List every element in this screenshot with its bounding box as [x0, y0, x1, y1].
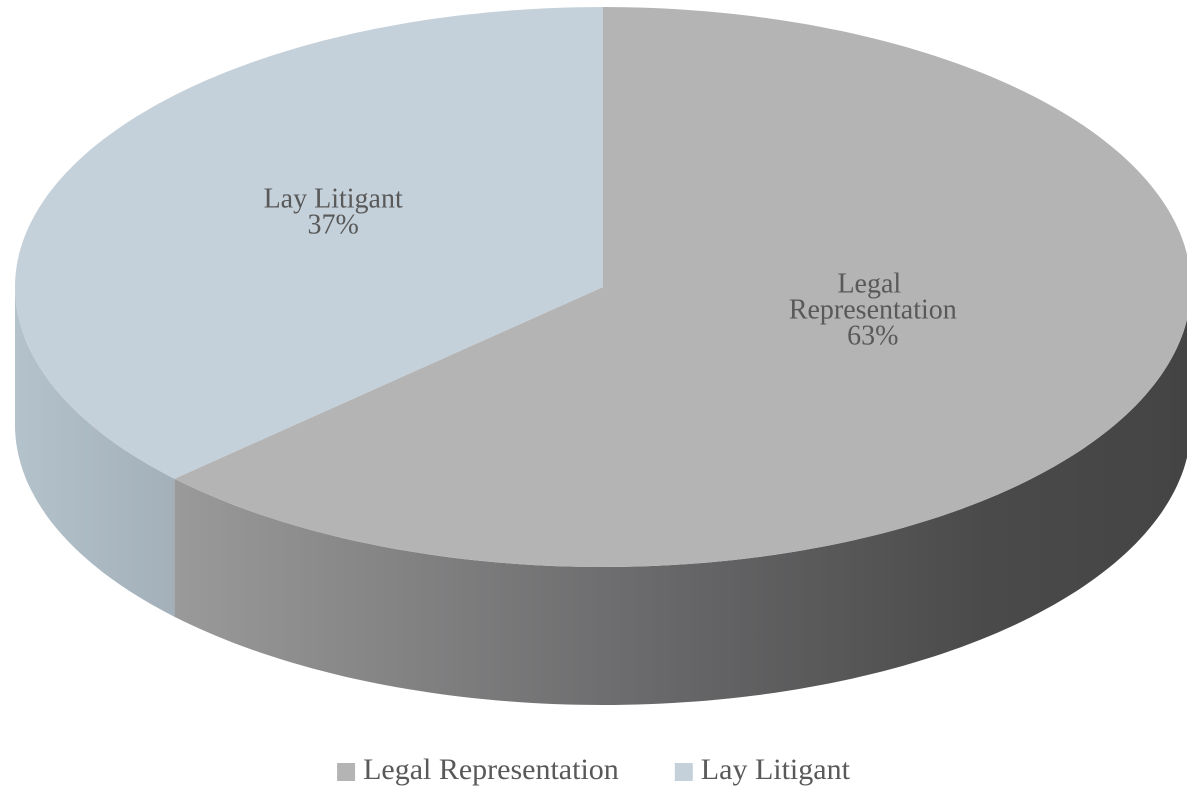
slice-side [174, 319, 1187, 705]
legend-swatch [337, 763, 356, 781]
legend: Legal Representation Lay Litigant [337, 753, 851, 786]
slice [15, 7, 603, 479]
data-label-category: Legal Representation [789, 269, 957, 326]
legend-swatch [674, 763, 693, 781]
slice [174, 7, 1187, 567]
legend-label: Legal Representation [363, 753, 619, 786]
slice-side [15, 287, 175, 617]
data-label-category: Lay Litigant [264, 184, 403, 215]
data-label-value: 37% [308, 210, 359, 241]
data-label: Lay Litigant 37% [264, 184, 403, 241]
legend-label: Lay Litigant [701, 753, 851, 786]
data-label-value: 63% [847, 321, 898, 352]
data-label: Legal Representation 63% [789, 269, 957, 352]
